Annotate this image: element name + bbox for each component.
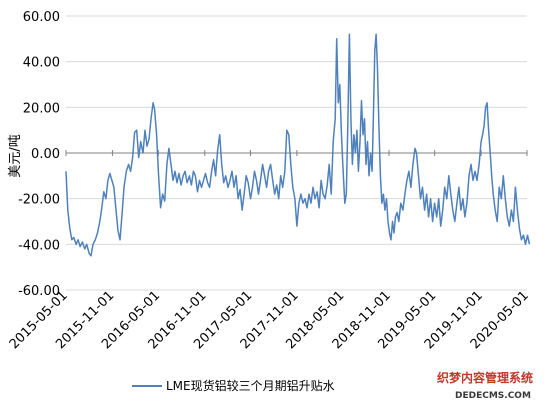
- legend: LME现货铝较三个月期铝升贴水: [132, 378, 335, 393]
- y-tick-label: 20.00: [23, 101, 60, 116]
- legend-label: LME现货铝较三个月期铝升贴水: [166, 378, 335, 393]
- y-tick-label: 60.00: [23, 10, 60, 25]
- y-tick-label: -20.00: [18, 193, 60, 208]
- y-tick-label: -60.00: [18, 284, 60, 299]
- watermark-line1: 织梦内容管理系统: [437, 370, 533, 385]
- grid-lines: [66, 15, 527, 291]
- y-tick-label: 0.00: [31, 147, 60, 162]
- y-tick-label: -40.00: [18, 238, 60, 253]
- watermark: 织梦内容管理系统 DEDECMS.COM: [437, 370, 533, 401]
- series-line: [65, 33, 531, 257]
- y-tick-label: 40.00: [23, 56, 60, 71]
- watermark-line2: DEDECMS.COM: [455, 391, 531, 401]
- y-axis-label: 美元/吨: [8, 134, 23, 177]
- y-tick-labels: 60.00 40.00 20.00 0.00 -20.00 -40.00 -60.00: [18, 10, 60, 299]
